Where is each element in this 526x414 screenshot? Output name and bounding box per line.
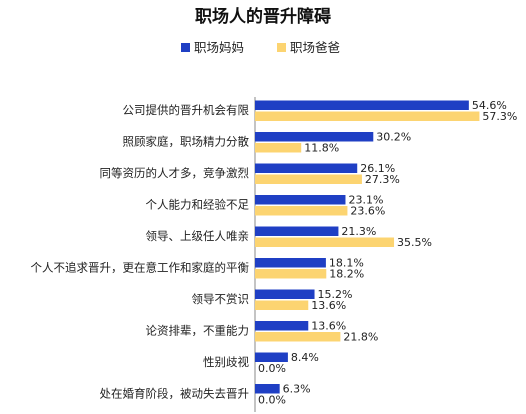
category-label: 领导、上级任人唯亲 [146, 229, 250, 243]
bar-mothers [255, 352, 288, 362]
category-label: 处在婚育阶段，被动失去晋升 [100, 386, 250, 400]
category-label: 个人能力和经验不足 [146, 197, 250, 211]
value-label-mothers: 26.1% [360, 162, 395, 175]
value-label-fathers: 13.6% [311, 299, 346, 312]
bar-fathers [255, 300, 309, 310]
category-label: 性别歧视 [203, 355, 249, 369]
bar-mothers [255, 100, 469, 110]
value-label-fathers: 0.0% [258, 394, 286, 407]
bar-mothers [255, 226, 339, 236]
value-label-mothers: 13.6% [311, 320, 346, 333]
bar-mothers [255, 132, 374, 142]
bar-mothers [255, 289, 315, 299]
bar-fathers [255, 332, 341, 342]
value-label-mothers: 8.4% [291, 351, 319, 364]
legend: 职场妈妈 职场爸爸 [181, 40, 340, 55]
value-label-mothers: 18.1% [329, 257, 364, 270]
value-label-fathers: 0.0% [258, 362, 286, 375]
legend-swatch-mothers [181, 43, 190, 52]
value-label-fathers: 11.8% [304, 142, 339, 155]
value-label-mothers: 30.2% [376, 131, 411, 144]
value-label-mothers: 23.1% [348, 194, 383, 207]
category-label: 同等资历的人才多，竞争激烈 [100, 166, 250, 180]
legend-label-mothers: 职场妈妈 [194, 40, 244, 55]
value-labels: 54.6%57.3% 30.2% 11.8% 26.1%27.3% 23.1%23.6%… [258, 99, 517, 407]
bar-mothers [255, 195, 346, 205]
bar-fathers [255, 174, 362, 184]
chart-title: 职场人的晋升障碍 [195, 6, 331, 27]
bar-mothers [255, 384, 280, 394]
value-label-fathers: 18.2% [329, 268, 364, 281]
category-label: 论资排辈，不重能力 [146, 323, 250, 337]
category-labels: 公司提供的晋升机会有限照顾家庭，职场精力分散同等资历的人才多，竞争激烈个人能力和… [31, 103, 250, 401]
value-label-fathers: 23.6% [350, 205, 385, 218]
bars [255, 100, 480, 394]
category-label: 领导不赏识 [192, 292, 250, 306]
value-label-mothers: 15.2% [318, 288, 353, 301]
value-label-mothers: 54.6% [472, 99, 507, 112]
value-label-fathers: 35.5% [397, 236, 432, 249]
value-label-mothers: 21.3% [341, 225, 376, 238]
bar-fathers [255, 237, 395, 247]
value-label-mothers: 6.3% [283, 383, 311, 396]
value-label-fathers: 21.8% [343, 331, 378, 344]
bar-fathers [255, 206, 348, 216]
bar-fathers [255, 111, 480, 121]
bar-mothers [255, 163, 358, 173]
bar-fathers [255, 143, 302, 153]
legend-swatch-fathers [277, 43, 286, 52]
bar-mothers [255, 258, 326, 268]
value-label-fathers: 57.3% [482, 110, 517, 123]
category-label: 公司提供的晋升机会有限 [123, 103, 250, 117]
category-label: 照顾家庭，职场精力分散 [123, 134, 250, 148]
legend-label-fathers: 职场爸爸 [290, 40, 340, 55]
category-label: 个人不追求晋升，更在意工作和家庭的平衡 [31, 260, 250, 274]
value-label-fathers: 27.3% [365, 173, 400, 186]
bar-fathers [255, 269, 327, 279]
bar-mothers [255, 321, 309, 331]
